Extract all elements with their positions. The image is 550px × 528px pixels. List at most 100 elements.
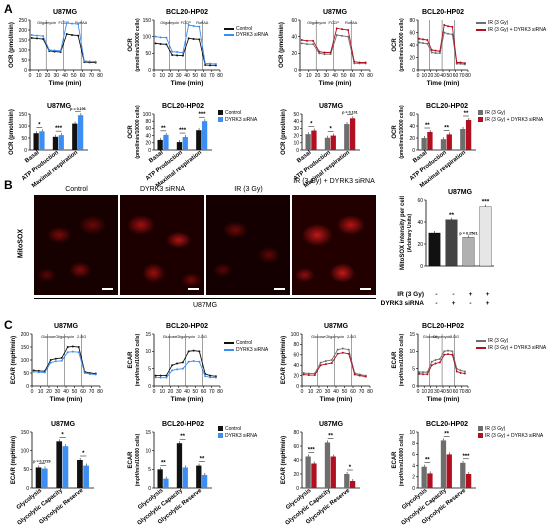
condition-value: +: [468, 291, 473, 298]
data-point: [422, 38, 424, 41]
data-point: [187, 37, 190, 40]
y-axis-label: (pmol/min/10000 cells): [135, 18, 141, 72]
x-tick-label: 30: [176, 389, 182, 395]
x-tick-label: 30: [434, 389, 440, 395]
chart-title: U87MG: [324, 323, 349, 330]
data-point: [443, 350, 446, 353]
legend-item-ir: IR (3 Gy): [478, 426, 543, 433]
y-tick-label: 0: [420, 264, 423, 270]
significance-label: *: [310, 122, 313, 128]
bar: [465, 474, 472, 488]
data-point: [198, 360, 201, 363]
chart-title: BCL20-HP02: [426, 421, 468, 428]
y-tick-label: 100: [21, 448, 30, 454]
bar: [349, 481, 356, 488]
x-tick-label: 30: [323, 73, 329, 79]
data-point: [30, 34, 33, 36]
injection-label: Oligomycin: [307, 21, 326, 25]
data-point: [214, 376, 217, 379]
data-point: [49, 359, 52, 361]
mitosox-bar-chart: U87MG 0 20 40 60 MitoSOX intensity per cell (A…: [400, 189, 494, 270]
data-point: [77, 351, 80, 354]
injection-label: FCCP: [59, 21, 70, 25]
data-point: [451, 353, 454, 356]
x-tick-label: 50: [446, 73, 452, 79]
y-tick-label: 10: [409, 349, 415, 355]
legend-control-dyrk3-c: Control DYRK3 siRNA: [224, 340, 268, 354]
data-point: [319, 361, 322, 364]
ecar-line-bcl-ir: BCL20-HP02 0 5 10 15 ECAR (mpH/min/10000 cells…: [392, 323, 471, 403]
y-axis-label: ECAR (mpH/min): [281, 336, 287, 384]
legend-item-ir-dyrk3: IR (3 Gy) + DYRK3 siRNA: [478, 433, 543, 440]
x-tick-label: 30: [325, 389, 331, 395]
legend-swatch: [218, 117, 223, 123]
ocr-bar-bcl-ir: BCL20-HP02 0 20 40 60 OCR (pmol/min/10000 cell…: [392, 103, 476, 189]
scale-bar: [274, 288, 285, 290]
data-point: [94, 373, 97, 376]
y-tick-label: 20: [145, 141, 151, 147]
ecar-line-u87-control: U87MG 0 50 100 150 200 ECAR (mpH/min) 0 10 20 30 40…: [11, 323, 103, 403]
y-tick-label: 200: [21, 332, 30, 338]
significance-label: *: [329, 127, 332, 133]
legend-ir-c-bar: IR (3 Gy) IR (3 Gy) + DYRK3 siRNA: [478, 426, 543, 440]
y-tick-label: 50: [21, 136, 27, 142]
data-point: [330, 362, 333, 365]
data-point: [192, 360, 195, 363]
significance-label: ***: [308, 448, 316, 454]
data-point: [204, 375, 207, 378]
significance-label: **: [449, 212, 455, 219]
legend-label: IR (3 Gy): [488, 338, 509, 344]
x-tick-label: 0: [299, 73, 302, 79]
data-point: [341, 347, 344, 350]
data-point: [341, 351, 344, 354]
data-point: [159, 376, 162, 379]
scale-bar: [360, 288, 371, 290]
chart-title: BCL20-HP02: [422, 9, 464, 16]
y-tick-label: 10: [293, 141, 299, 147]
data-point: [37, 371, 40, 374]
y-tick-label: 0: [26, 486, 29, 492]
y-tick-label: 10: [409, 430, 415, 436]
data-point: [422, 42, 424, 45]
y-tick-label: 250: [19, 18, 28, 24]
data-point: [306, 43, 308, 46]
bar: [465, 120, 472, 150]
y-tick-label: 100: [19, 124, 28, 130]
data-point: [209, 64, 212, 67]
legend-label: IR (3 Gy): [488, 20, 509, 26]
x-tick-label: 50: [72, 389, 78, 395]
data-point: [187, 360, 190, 363]
y-tick-label: 0: [412, 68, 415, 74]
x-tick-label: 80: [367, 389, 373, 395]
bar: [201, 474, 208, 488]
data-point: [176, 368, 179, 371]
legend-swatch: [218, 433, 223, 439]
legend-ir-a: IR (3 Gy) IR (3 Gy) + DYRK3 siRNA: [476, 20, 546, 34]
legend-label: DYRK3 siRNA: [236, 32, 269, 38]
ecar-line-bcl-control: BCL20-HP02 0 5 10 15 ECAR (mpH/min/10000 cells…: [128, 323, 223, 403]
x-axis-label: Time (min): [50, 396, 83, 403]
significance-label: *: [349, 465, 352, 471]
data-point: [438, 52, 441, 55]
chart-title: U87MG: [323, 9, 348, 16]
x-tick-label: 60: [453, 389, 459, 395]
ecar-bar-bcl-ir: BCL20-HP02 0 2 4 6 8 10 ECAR (mpH/min/10000 cell…: [392, 421, 476, 527]
data-point: [192, 38, 195, 40]
y-tick-label: 15: [409, 332, 415, 338]
bar: [311, 463, 317, 488]
significance-label: p = 0.2561: [459, 231, 477, 235]
data-point: [336, 352, 339, 355]
data-point: [319, 364, 322, 367]
data-point: [77, 346, 80, 348]
data-point: [171, 369, 174, 372]
micro-row-label: MitoSOX: [17, 228, 25, 259]
micrograph-image: [292, 195, 376, 295]
data-point: [71, 34, 73, 36]
data-point: [71, 22, 73, 25]
significance-label: **: [464, 111, 469, 117]
x-tick-label: 70: [209, 389, 215, 395]
data-point: [418, 372, 421, 375]
data-point: [171, 364, 174, 367]
